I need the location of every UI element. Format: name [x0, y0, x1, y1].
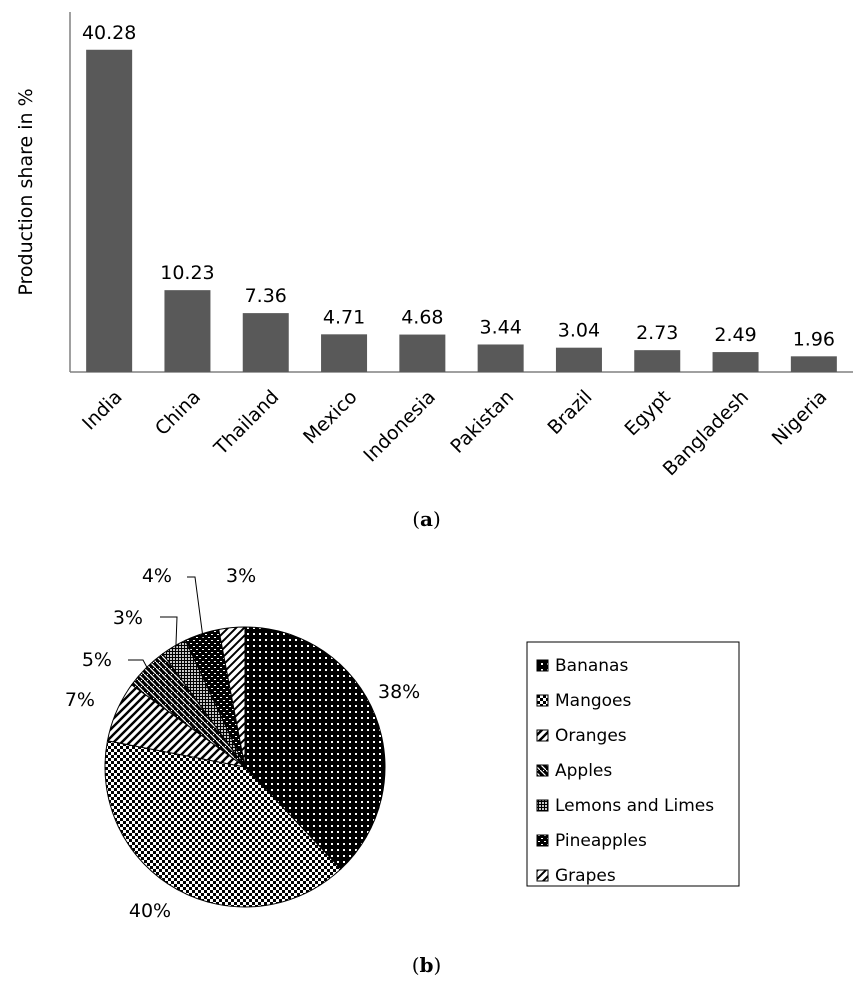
bar-mexico	[321, 334, 368, 372]
data-label-egypt: 2.73	[636, 322, 678, 344]
tick-label-india: India	[78, 386, 127, 435]
bar-china	[164, 290, 211, 372]
bar-thailand	[242, 313, 289, 372]
legend-entry-bananas: Bananas	[555, 656, 628, 676]
pie-chart-fruit-production: 38% 40% 7% 5% 3% 4% 3% Bananas Mangoes Oranges App…	[0, 560, 853, 950]
legend-swatch-lemons-and-limes	[536, 799, 549, 812]
tick-label-thailand: Thailand	[209, 386, 283, 460]
data-label-india: 40.28	[82, 22, 136, 44]
legend-entry-oranges: Oranges	[555, 726, 627, 746]
pie-label-lemons-and-limes: 3%	[113, 607, 143, 629]
caption-b: (b)	[411, 953, 442, 977]
bar-nigeria	[790, 356, 837, 372]
pie-slice-bananas	[244, 626, 386, 870]
pie-slice-grapes	[218, 626, 246, 768]
pie-label-grapes: 3%	[226, 565, 256, 587]
bar-egypt	[634, 350, 681, 372]
legend-swatch-oranges	[536, 729, 549, 742]
pie-label-pineapples: 4%	[142, 565, 172, 587]
data-label-bangladesh: 2.49	[714, 324, 756, 346]
legend-swatch-bananas	[536, 659, 549, 672]
pie-chart-svg: 38%40%7%5%3%4% 3%BananasMangoesOrangesApp…	[65, 565, 740, 922]
legend-swatch-pineapples	[536, 834, 549, 847]
data-label-brazil: 3.04	[558, 320, 600, 342]
pie-label-bananas: 38%	[378, 681, 420, 703]
data-label-thailand: 7.36	[245, 285, 287, 307]
caption-a: (a)	[412, 507, 441, 531]
tick-label-mexico: Mexico	[299, 386, 361, 448]
legend-entry-lemons-and-limes: Lemons and Limes	[555, 796, 714, 816]
bar-chart-production-share: Production share in % 40.28 India 10.23 Chin…	[15, 12, 853, 480]
bar-chart-svg: Production share in % 40.28 India 10.23 Chin…	[15, 12, 853, 480]
data-label-pakistan: 3.44	[479, 316, 521, 338]
legend-entry-mangoes: Mangoes	[555, 691, 632, 711]
bar-brazil	[555, 347, 602, 372]
leader-line-apples	[128, 659, 150, 672]
legend-swatch-mangoes	[536, 694, 549, 707]
data-label-indonesia: 4.68	[401, 307, 443, 329]
bar-bangladesh	[712, 352, 759, 372]
legend-entry-pineapples: Pineapples	[555, 831, 647, 851]
legend-box	[526, 641, 740, 887]
bar-india	[86, 49, 133, 372]
legend-entry-grapes: Grapes	[555, 866, 616, 886]
data-label-nigeria: 1.96	[793, 328, 835, 350]
tick-label-brazil: Brazil	[543, 386, 596, 439]
legend-entry-apples: Apples	[555, 761, 612, 781]
tick-label-indonesia: Indonesia	[359, 386, 440, 467]
tick-label-pakistan: Pakistan	[446, 386, 518, 458]
tick-label-china: China	[151, 386, 205, 440]
bar-indonesia	[399, 334, 446, 372]
y-axis-label: Production share in %	[15, 88, 37, 295]
tick-label-egypt: Egypt	[620, 386, 674, 440]
data-label-mexico: 4.71	[323, 306, 365, 328]
tick-label-nigeria: Nigeria	[768, 386, 832, 450]
leader-line-pineapples	[187, 576, 204, 638]
pie-slice-mangoes	[104, 740, 342, 908]
legend-swatch-apples	[536, 764, 549, 777]
data-label-china: 10.23	[160, 262, 214, 284]
pie-label-apples: 5%	[82, 649, 112, 671]
leader-line-lemons-and-limes	[160, 616, 178, 650]
pie-label-oranges: 7%	[65, 689, 95, 711]
legend-swatch-grapes	[536, 869, 549, 882]
bar-pakistan	[477, 344, 524, 372]
pie-label-mangoes: 40%	[129, 900, 171, 922]
